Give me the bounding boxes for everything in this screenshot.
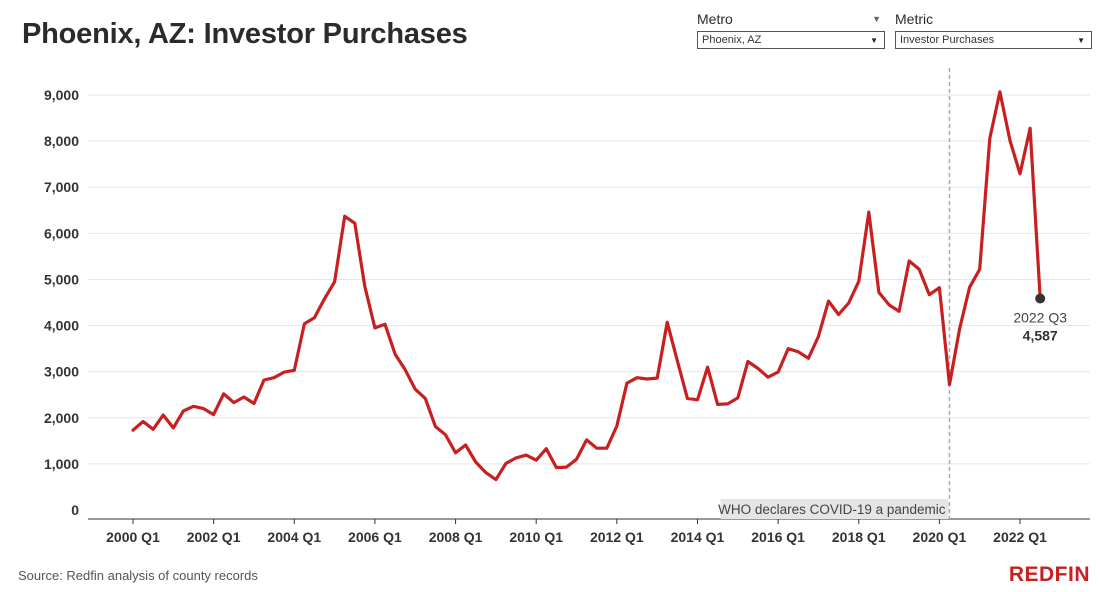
- metric-dropdown-arrow-icon[interactable]: ▼: [1077, 35, 1085, 45]
- metro-select-value: Phoenix, AZ: [702, 34, 762, 46]
- investor-purchases-line: [131, 90, 1042, 482]
- metric-filter-label: Metric: [895, 11, 934, 27]
- y-tick-label: 5,000: [44, 271, 79, 287]
- y-tick-label: 1,000: [44, 456, 79, 472]
- covid-annotation-label: WHO declares COVID-19 a pandemic: [718, 502, 946, 517]
- y-tick-label: 0: [71, 502, 79, 518]
- covid-annotation-box: [720, 499, 949, 519]
- metro-filter-caret-icon[interactable]: ▼: [872, 14, 881, 24]
- x-tick-label: 2012 Q1: [590, 529, 644, 545]
- metro-filter: Metro ▼ Phoenix, AZ ▼: [697, 10, 885, 49]
- x-tick-label: 2000 Q1: [106, 529, 160, 545]
- x-tick-label: 2010 Q1: [509, 529, 563, 545]
- metric-select-value: Investor Purchases: [900, 34, 995, 46]
- labels: 2022 Q3 4,587: [1013, 293, 1067, 343]
- x-tick-label: 2018 Q1: [832, 529, 886, 545]
- x-tick-label: 2008 Q1: [429, 529, 483, 545]
- y-tick-label: 8,000: [44, 133, 79, 149]
- y-tick-label: 9,000: [44, 87, 79, 103]
- metric-filter: Metric Investor Purchases ▼: [895, 10, 1092, 49]
- last-point-date-label: 2022 Q3: [1013, 309, 1067, 325]
- page-title: Phoenix, AZ: Investor Purchases: [22, 18, 468, 50]
- source-note: Source: Redfin analysis of county record…: [18, 568, 258, 583]
- metro-dropdown-arrow-icon[interactable]: ▼: [870, 35, 878, 45]
- x-tick-label: 2016 Q1: [751, 529, 805, 545]
- x-tick-label: 2006 Q1: [348, 529, 402, 545]
- y-tick-label: 2,000: [44, 410, 79, 426]
- axes: 0 1,000 2,000 3,000 4,000 5,000 6,000 7,000 8,00…: [44, 87, 1090, 545]
- metro-select[interactable]: Phoenix, AZ ▼: [697, 31, 885, 49]
- x-tick-label: 2014 Q1: [671, 529, 725, 545]
- metro-filter-label: Metro: [697, 11, 733, 27]
- x-tick-label: 2020 Q1: [913, 529, 967, 545]
- last-point-value-label: 4,587: [1023, 327, 1058, 343]
- x-tick-label: 2022 Q1: [993, 529, 1047, 545]
- grid-lines: [88, 94, 1090, 465]
- metric-select[interactable]: Investor Purchases ▼: [895, 31, 1092, 49]
- x-tick-label: 2002 Q1: [187, 529, 241, 545]
- y-tick-label: 7,000: [44, 179, 79, 195]
- y-tick-label: 4,000: [44, 318, 79, 334]
- y-tick-label: 6,000: [44, 225, 79, 241]
- redfin-logo: REDFIN: [1008, 563, 1090, 586]
- series: [131, 90, 1042, 482]
- annotations: WHO declares COVID-19 a pandemic: [718, 68, 951, 519]
- y-tick-label: 3,000: [44, 364, 79, 380]
- x-tick-label: 2004 Q1: [267, 529, 321, 545]
- last-data-point: [1035, 293, 1046, 304]
